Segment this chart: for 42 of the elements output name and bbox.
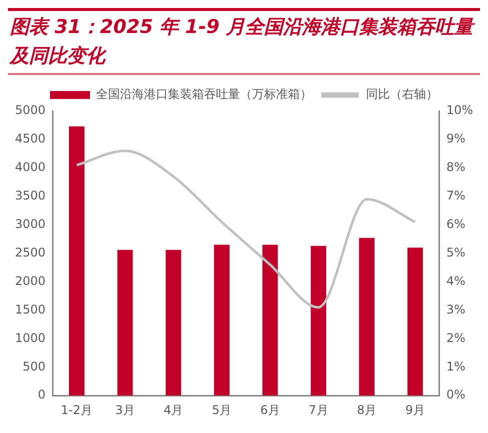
x-tick-label: 4月 <box>164 402 184 417</box>
y2-tick-label: 0% <box>446 388 466 402</box>
bar <box>214 244 230 396</box>
bar <box>407 248 423 396</box>
bar <box>262 244 278 396</box>
x-tick-label: 6月 <box>260 402 280 417</box>
bar <box>310 246 326 396</box>
y-tick-label: 4000 <box>14 160 46 174</box>
x-tick-label: 1-2月 <box>60 402 93 417</box>
y2-tick-label: 8% <box>446 160 466 174</box>
y-tick-label: 500 <box>22 359 46 374</box>
y2-tick-label: 3% <box>446 302 466 316</box>
bar <box>166 250 182 396</box>
bar <box>117 250 133 396</box>
y2-tick-label: 10% <box>446 103 473 118</box>
y-tick-label: 2000 <box>14 274 46 288</box>
y2-tick-label: 2% <box>446 330 466 345</box>
y2-tick-label: 4% <box>446 274 466 288</box>
legend-label: 全国沿海港口集装箱吞吐量（万标准箱） <box>96 87 312 102</box>
bar <box>359 238 375 396</box>
y-tick-label: 0 <box>38 388 46 402</box>
y2-tick-label: 5% <box>446 245 466 260</box>
y2-tick-label: 1% <box>446 359 466 374</box>
x-tick-label: 3月 <box>115 402 135 417</box>
x-tick-label: 5月 <box>212 402 232 417</box>
y2-tick-label: 6% <box>446 216 466 231</box>
line-series <box>75 150 416 309</box>
legend-label: 同比（右轴） <box>366 87 438 102</box>
y-tick-label: 1000 <box>14 330 46 345</box>
x-tick-label: 7月 <box>308 402 328 417</box>
x-tick-label: 8月 <box>356 402 377 417</box>
y-tick-label: 5000 <box>14 103 46 118</box>
bar <box>68 126 84 396</box>
y-tick-label: 3000 <box>14 216 46 231</box>
x-tick-label: 9月 <box>405 402 425 417</box>
y-tick-label: 2500 <box>14 245 46 260</box>
y-tick-label: 3500 <box>14 188 46 203</box>
y2-tick-label: 9% <box>446 132 466 146</box>
y-tick-label: 1500 <box>14 302 46 316</box>
y2-tick-label: 7% <box>446 188 466 203</box>
chart-title: 图表 31：2025 年 1-9 月全国沿海港口集装箱吞吐量及同比变化 <box>8 8 480 75</box>
y-tick-label: 4500 <box>14 132 46 146</box>
